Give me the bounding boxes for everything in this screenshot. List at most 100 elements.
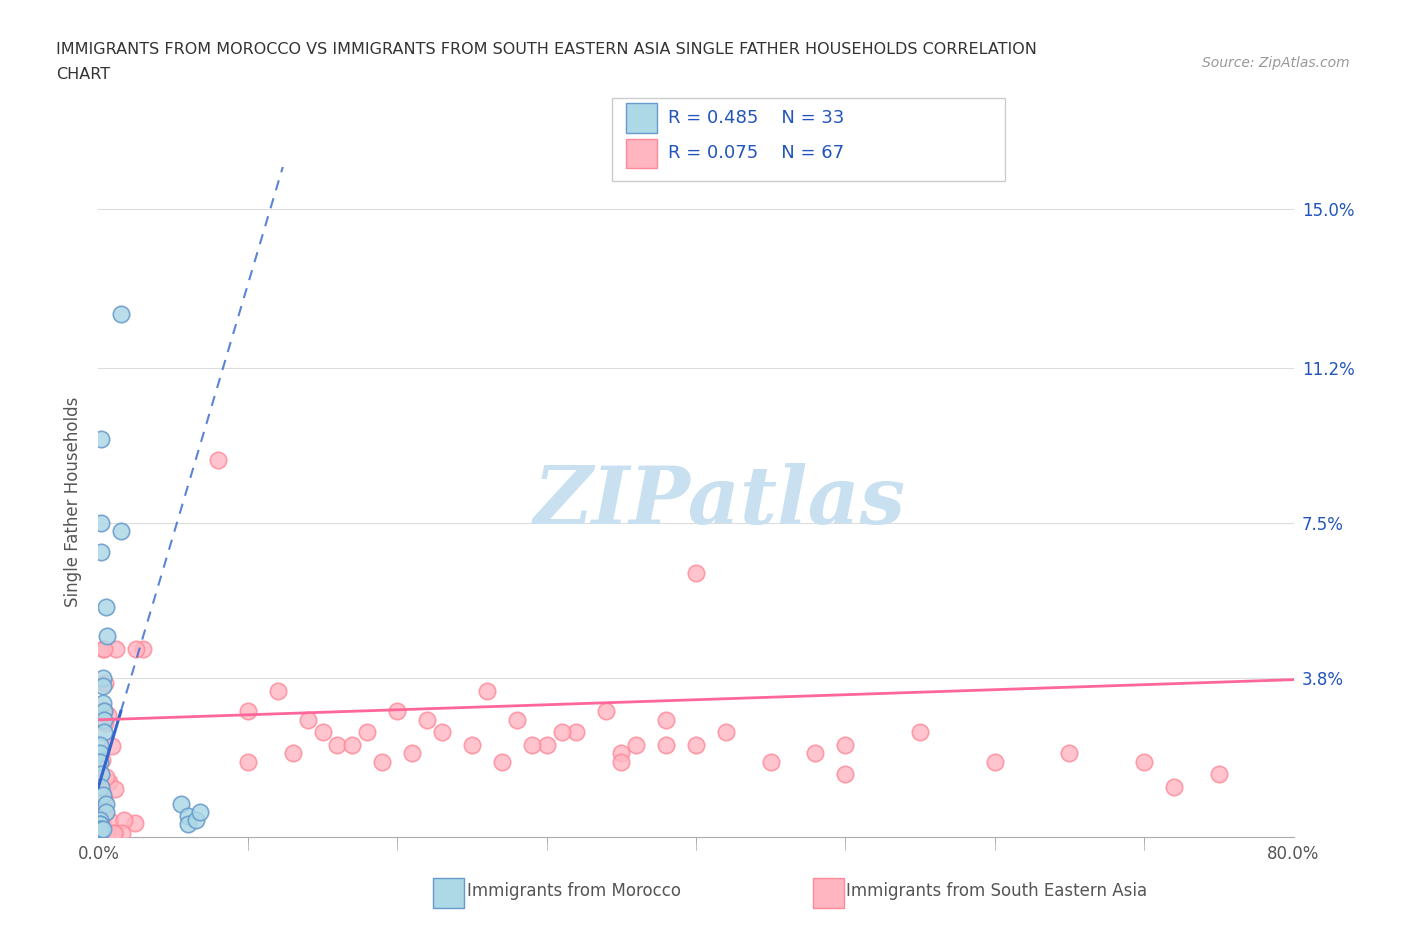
Point xyxy=(207,453,229,468)
Point xyxy=(89,817,111,832)
Point xyxy=(984,754,1007,769)
Point xyxy=(236,754,259,769)
Point xyxy=(90,779,112,794)
Point xyxy=(89,746,111,761)
Point xyxy=(908,725,931,740)
Point xyxy=(110,307,132,322)
Point xyxy=(93,712,115,727)
Point xyxy=(90,766,112,781)
Point xyxy=(125,642,148,657)
Point xyxy=(90,752,112,767)
Point xyxy=(100,814,122,829)
Point xyxy=(89,813,111,828)
Point xyxy=(93,642,115,657)
Point xyxy=(94,804,117,819)
Point xyxy=(281,746,304,761)
Point xyxy=(610,746,633,761)
Point xyxy=(97,775,120,790)
Point xyxy=(93,675,115,690)
Text: CHART: CHART xyxy=(56,67,110,82)
Point xyxy=(91,679,114,694)
Point xyxy=(475,683,498,698)
Point xyxy=(550,725,572,740)
Point xyxy=(655,737,678,752)
Point xyxy=(188,804,211,819)
Text: Immigrants from Morocco: Immigrants from Morocco xyxy=(467,882,681,900)
Point xyxy=(89,764,111,779)
Point xyxy=(385,704,409,719)
Point xyxy=(114,812,136,827)
Point xyxy=(184,813,207,828)
Point xyxy=(93,704,115,719)
Point xyxy=(90,545,112,560)
Point xyxy=(105,642,128,657)
Point xyxy=(520,737,543,752)
Point xyxy=(177,809,200,824)
Point xyxy=(90,516,112,531)
Point xyxy=(491,754,513,769)
Point xyxy=(93,703,115,718)
Point xyxy=(94,770,117,785)
Point xyxy=(371,754,394,769)
Point xyxy=(100,739,122,754)
Point xyxy=(430,725,453,740)
Point xyxy=(714,725,737,740)
Point xyxy=(93,725,115,740)
Point xyxy=(1059,746,1081,761)
Point xyxy=(685,737,707,752)
Point xyxy=(89,754,111,769)
Point xyxy=(1163,779,1185,794)
Point xyxy=(342,737,364,752)
Point xyxy=(759,754,782,769)
Point xyxy=(311,725,333,740)
Point xyxy=(356,725,378,740)
Point xyxy=(565,725,588,740)
Point xyxy=(326,737,349,752)
Point xyxy=(89,817,111,832)
Point xyxy=(94,796,117,811)
Point xyxy=(461,737,484,752)
Point xyxy=(297,712,319,727)
Point xyxy=(655,712,678,727)
Text: R = 0.075    N = 67: R = 0.075 N = 67 xyxy=(668,144,844,163)
Point xyxy=(401,746,423,761)
Point xyxy=(91,821,114,836)
Text: ZIPatlas: ZIPatlas xyxy=(534,463,905,541)
Y-axis label: Single Father Households: Single Father Households xyxy=(65,397,83,607)
Point xyxy=(91,826,114,841)
Point xyxy=(93,791,115,806)
Point xyxy=(91,817,114,832)
Point xyxy=(93,716,115,731)
Point xyxy=(1133,754,1156,769)
Point xyxy=(236,704,259,719)
Point xyxy=(91,642,114,657)
Point xyxy=(267,683,290,698)
Point xyxy=(93,807,115,822)
Point xyxy=(685,565,707,580)
Point xyxy=(89,737,111,752)
Point xyxy=(610,754,633,769)
Point xyxy=(90,432,112,447)
Point xyxy=(124,816,146,830)
Point xyxy=(110,525,132,539)
Point xyxy=(111,826,134,841)
Point xyxy=(416,712,439,727)
Point xyxy=(89,826,111,841)
Point xyxy=(89,821,111,836)
Point xyxy=(90,821,112,836)
Point xyxy=(804,746,827,761)
Point xyxy=(104,782,127,797)
Point xyxy=(834,766,856,781)
Point xyxy=(177,817,200,832)
Point xyxy=(536,737,558,752)
Point xyxy=(132,642,155,657)
Point xyxy=(91,671,114,685)
Point xyxy=(96,629,118,644)
Text: R = 0.485    N = 33: R = 0.485 N = 33 xyxy=(668,109,844,127)
Point xyxy=(626,737,648,752)
Point xyxy=(1208,766,1230,781)
Point xyxy=(104,826,127,841)
Text: Immigrants from South Eastern Asia: Immigrants from South Eastern Asia xyxy=(846,882,1147,900)
Point xyxy=(97,708,120,723)
Point xyxy=(595,704,617,719)
